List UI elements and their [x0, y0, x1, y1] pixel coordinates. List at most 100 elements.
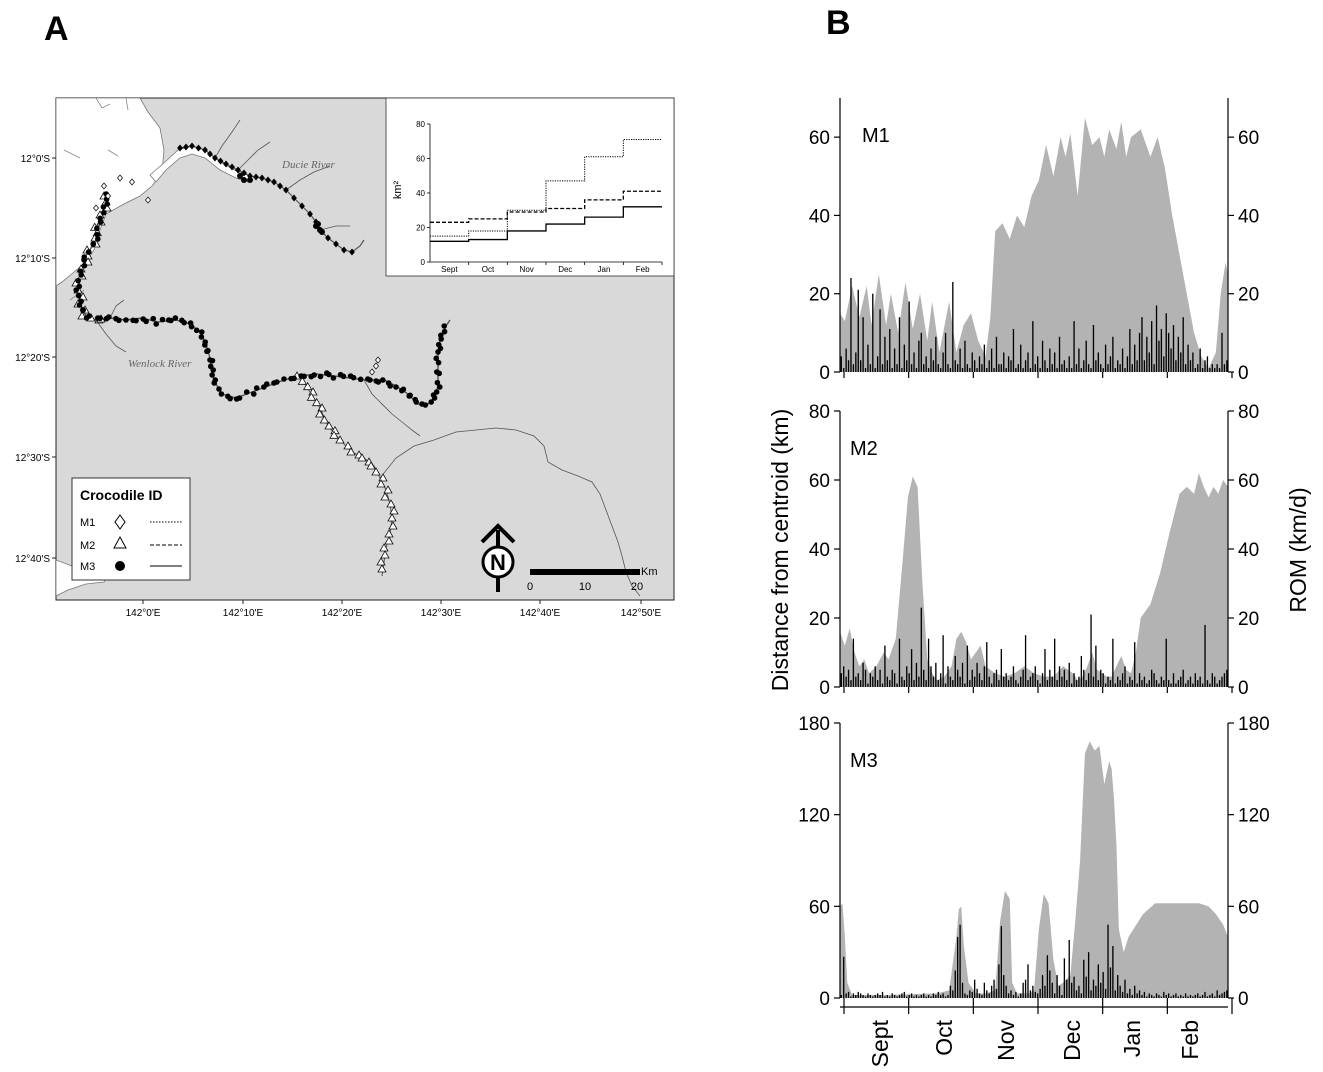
rom-bar [1032, 673, 1034, 687]
rom-bar [1100, 982, 1102, 998]
m3-location-marker [78, 272, 84, 278]
rom-bar [1187, 680, 1189, 687]
rom-bar [1061, 994, 1063, 998]
rom-bar [1085, 340, 1087, 372]
rom-bar [995, 669, 998, 687]
rom-bar [969, 990, 971, 998]
rom-bar [1151, 994, 1153, 998]
rom-bar [1027, 680, 1029, 687]
rom-bar [1184, 364, 1187, 372]
rom-bar [932, 360, 935, 372]
rom-bar [1083, 669, 1085, 687]
ducie-tributary [214, 119, 350, 231]
legend-box [71, 477, 191, 581]
rom-bar [935, 994, 937, 998]
rom-bar [1170, 348, 1172, 372]
rom-bar [1039, 368, 1041, 372]
rom-bar [1153, 673, 1155, 687]
legend-title: Crocodile ID [80, 487, 162, 503]
rom-bar [913, 352, 915, 372]
m2-location-marker [314, 409, 325, 418]
right-y-tick-label: 0 [1238, 678, 1249, 699]
rom-bar [1051, 982, 1053, 998]
rom-bar [930, 348, 932, 372]
rom-bar [1017, 683, 1019, 687]
rom-bar [978, 673, 981, 687]
rom-bar [957, 936, 959, 998]
left-y-tick-label: 120 [798, 806, 830, 827]
rom-bar [1058, 336, 1061, 372]
rom-bar [1010, 676, 1012, 687]
m3-location-marker [159, 316, 166, 323]
rom-bar [988, 676, 990, 687]
rom-bar [1007, 993, 1010, 998]
rom-bar [857, 673, 859, 687]
rom-bar [927, 994, 930, 998]
rom-bar [1109, 356, 1112, 372]
rom-bar [1165, 638, 1167, 687]
longitude-label: 142°20'E [322, 608, 363, 619]
rom-bar [935, 336, 937, 372]
rom-bar [1092, 979, 1095, 998]
rom-bar [940, 368, 942, 372]
scale-tick-10: 10 [579, 581, 591, 593]
rom-bar [1000, 364, 1002, 372]
rom-bar [1124, 666, 1126, 687]
rom-bar [1095, 645, 1097, 687]
rom-bar [1095, 360, 1097, 372]
rom-bar [944, 996, 947, 998]
rom-bar [1189, 676, 1192, 687]
left-axis-title: Distance from centroid (km) [767, 409, 793, 691]
rom-bar [988, 360, 990, 372]
m2-location-marker [306, 392, 317, 401]
rom-bar [1080, 993, 1083, 998]
rom-bar [1022, 368, 1024, 372]
rom-bar [1107, 676, 1109, 687]
rom-bar [1172, 994, 1175, 998]
m3-location-marker [441, 323, 448, 329]
rom-bar [1015, 991, 1017, 998]
m3-location-marker [104, 201, 110, 207]
rom-bar [1131, 680, 1133, 687]
rom-bar [1136, 360, 1138, 372]
rom-bar [954, 655, 956, 687]
rom-bar [913, 996, 915, 998]
rom-bar [1007, 356, 1010, 372]
rom-bar [920, 332, 922, 372]
rom-bar [1104, 683, 1107, 687]
m1-location-marker [325, 234, 331, 242]
m3-location-marker [75, 292, 82, 299]
rom-bar [1066, 368, 1068, 372]
latitude-labels: 12°0'S 12°10'S 12°20'S 12°30'S 12°40'S [15, 154, 56, 565]
rom-bar [867, 683, 869, 687]
m3-location-marker [380, 377, 386, 383]
rom-bar [966, 364, 969, 372]
m3-location-marker [90, 241, 96, 247]
rom-bar [860, 680, 862, 687]
rom-bar [1170, 996, 1172, 998]
rom-bar [1167, 332, 1170, 372]
m3-location-marker [101, 209, 107, 216]
m1-location-marker [195, 144, 202, 152]
rom-bar [1049, 970, 1051, 998]
rom-bar [845, 676, 847, 687]
rom-bar [961, 662, 964, 687]
m3-location-marker [274, 379, 280, 385]
m3-location-marker [236, 395, 243, 401]
rom-bar [867, 344, 869, 372]
rom-bar [986, 368, 988, 372]
rom-bar [1189, 360, 1192, 372]
left-y-tick-label: 20 [809, 285, 830, 306]
rom-bar [976, 988, 978, 998]
rom-bar [952, 680, 954, 687]
rom-bar [915, 368, 918, 372]
rom-bar [1187, 344, 1189, 372]
rom-bar [1131, 364, 1133, 372]
right-y-tick-label: 80 [1238, 402, 1259, 423]
rom-bar [976, 368, 978, 372]
rom-bar [927, 638, 930, 687]
rom-bar [1005, 368, 1007, 372]
rom-bar [1046, 955, 1049, 998]
rom-bar [1083, 360, 1085, 372]
map-water [56, 98, 165, 287]
